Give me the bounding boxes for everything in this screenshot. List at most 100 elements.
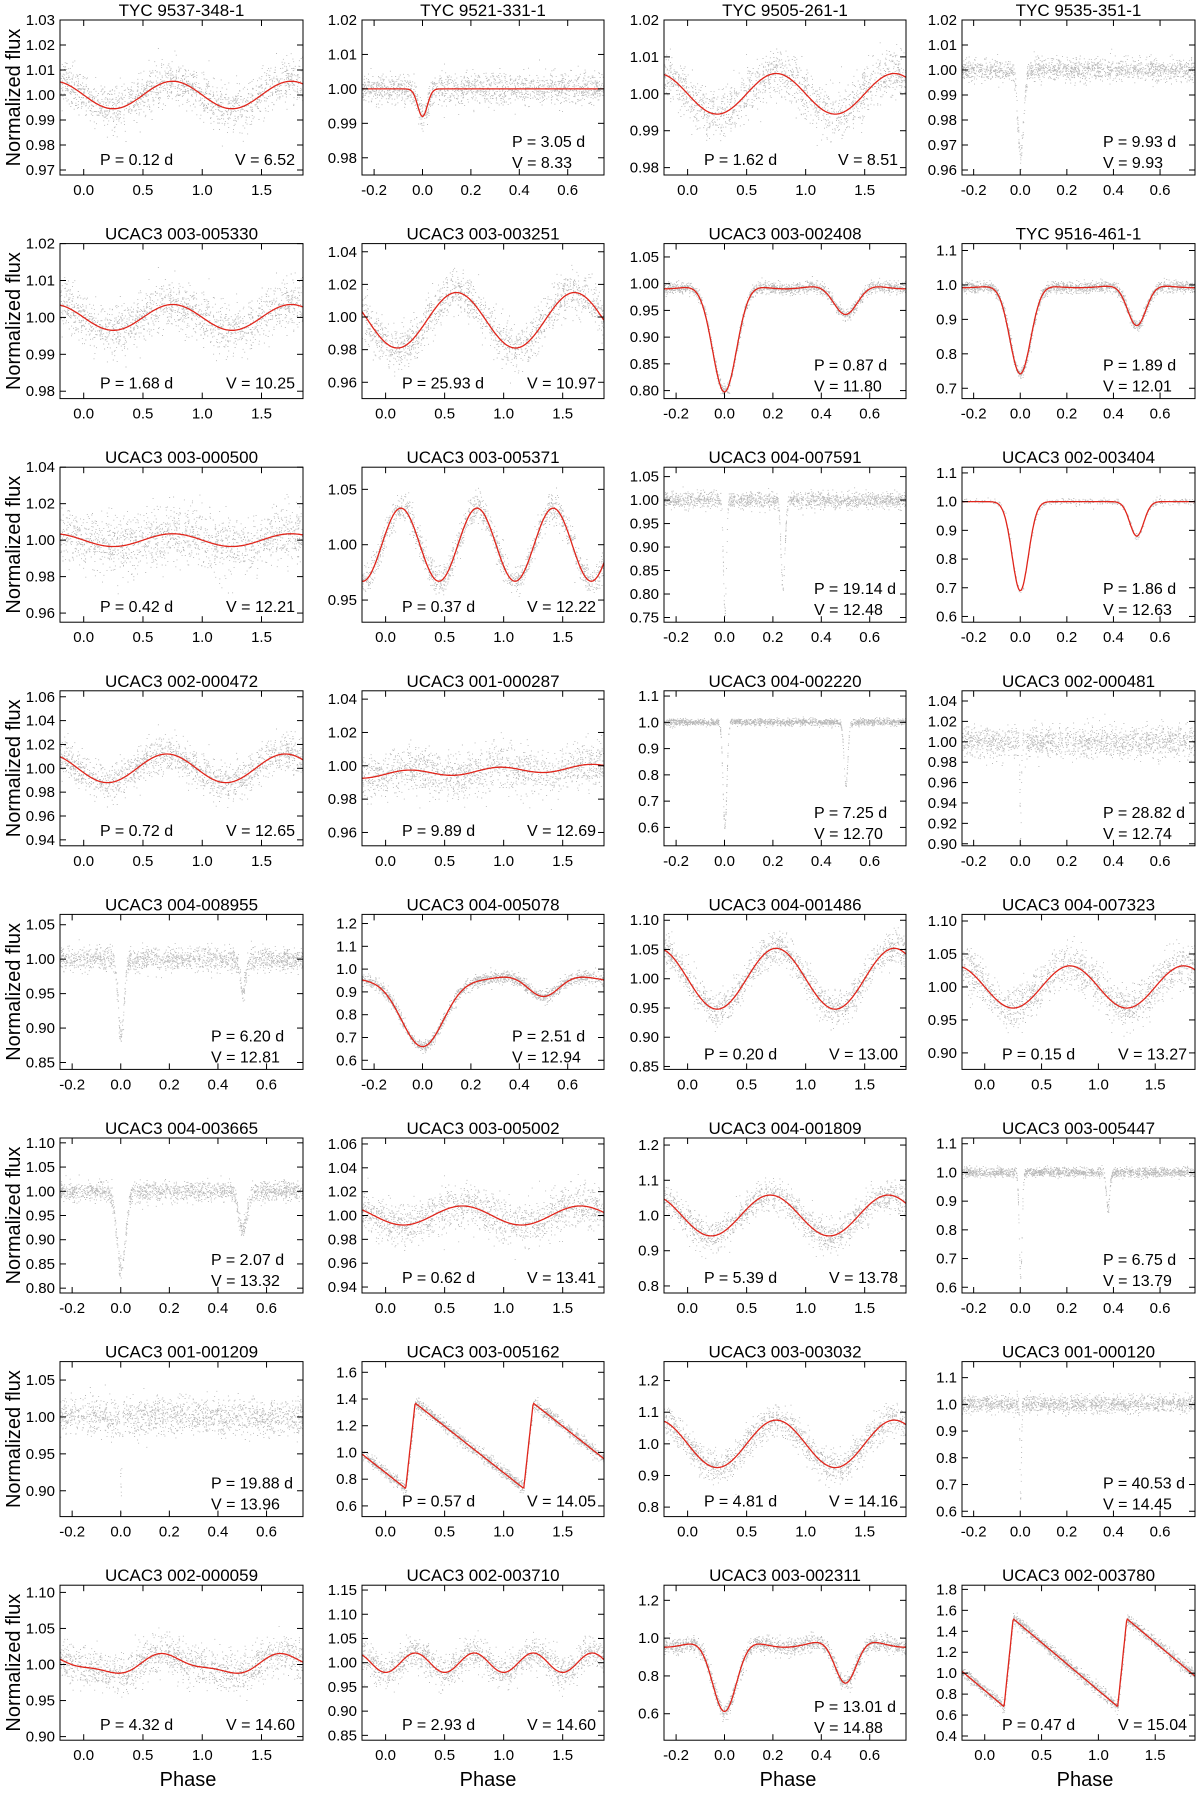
y-axis-title: Normalized flux bbox=[3, 1147, 25, 1285]
y-tick-label: 1.10 bbox=[26, 1135, 55, 1152]
magnitude-label: V = 12.21 bbox=[226, 599, 295, 616]
flux-points bbox=[60, 1384, 303, 1514]
x-tick-label: 0.5 bbox=[434, 1300, 455, 1317]
model-curve bbox=[362, 763, 604, 779]
magnitude-label: V = 12.01 bbox=[1103, 379, 1172, 396]
x-tick-label: 1.0 bbox=[192, 1747, 213, 1764]
plot-frame bbox=[59, 466, 304, 623]
flux-points bbox=[60, 939, 303, 1042]
x-tick-label: 0.0 bbox=[677, 1300, 698, 1317]
plot-frame bbox=[663, 690, 907, 847]
x-tick-label: 0.5 bbox=[434, 629, 455, 646]
x-tick-label: 0.6 bbox=[256, 1076, 277, 1093]
period-label: P = 0.57 d bbox=[402, 1494, 475, 1511]
y-tick-label: 0.6 bbox=[936, 608, 957, 625]
panel-title: UCAC3 002-000481 bbox=[1002, 672, 1155, 691]
y-tick-label: 0.8 bbox=[336, 1007, 357, 1024]
magnitude-label: V = 13.00 bbox=[829, 1046, 898, 1063]
x-tick-label: 0.2 bbox=[1056, 1524, 1077, 1541]
x-tick-label: 1.0 bbox=[1088, 1747, 1109, 1764]
x-tick-label: 0.0 bbox=[974, 1076, 995, 1093]
x-tick-label: -0.2 bbox=[361, 1076, 387, 1093]
magnitude-label: V = 14.16 bbox=[829, 1494, 898, 1511]
model-curve bbox=[60, 303, 303, 331]
panel-title: UCAC3 003-005162 bbox=[406, 1343, 559, 1362]
y-tick-label: 0.92 bbox=[928, 815, 957, 832]
y-tick-label: 0.96 bbox=[26, 605, 55, 622]
y-axis-title: Normalized flux bbox=[3, 1594, 25, 1732]
light-curve-panel: -0.2 0.0 0.2 0.4 0.6 0.85 0.90 0.95 1.00 1.05 UCAC… bbox=[3, 895, 304, 1093]
period-label: P = 0.42 d bbox=[100, 599, 173, 616]
y-tick-label: 1.05 bbox=[26, 1372, 55, 1389]
light-curve-panel: -0.2 0.0 0.2 0.4 0.6 0.6 0.7 0.8 0.9 1.0 1.1 UCAC3 … bbox=[936, 1343, 1196, 1541]
panel-title: UCAC3 004-005078 bbox=[406, 895, 559, 914]
period-label: P = 1.89 d bbox=[1103, 358, 1176, 375]
x-tick-label: 0.0 bbox=[375, 1300, 396, 1317]
magnitude-label: V = 10.97 bbox=[527, 376, 596, 393]
x-axis-title-col-1: Phase bbox=[160, 1769, 217, 1791]
light-curve-panel: 0.0 0.5 1.0 1.5 0.90 0.95 1.00 1.05 1.10 UCAC3 00… bbox=[3, 1566, 304, 1764]
scatter-points bbox=[60, 724, 303, 808]
light-curve-panel: 0.0 0.5 1.0 1.5 0.94 0.96 0.98 1.00 1.02 1.04 1.06… bbox=[3, 672, 304, 870]
x-tick-label: 0.0 bbox=[375, 853, 396, 870]
y-tick-label: 1.4 bbox=[936, 1623, 957, 1640]
y-tick-label: 0.90 bbox=[26, 1232, 55, 1249]
model-curve bbox=[60, 80, 303, 110]
light-curve-panel: 0.0 0.5 1.0 1.5 0.98 0.99 1.00 1.01 1.02 UCAC3 00… bbox=[3, 225, 304, 423]
plot-frame bbox=[361, 243, 605, 400]
y-tick-label: 0.4 bbox=[936, 1728, 957, 1745]
y-tick-label: 0.94 bbox=[928, 795, 957, 812]
x-tick-label: 1.0 bbox=[493, 406, 514, 423]
panel-title: UCAC3 003-002408 bbox=[708, 225, 861, 244]
y-tick-label: 0.8 bbox=[638, 767, 659, 784]
y-tick-label: 1.00 bbox=[26, 1409, 55, 1426]
light-curve-panel: -0.2 0.0 0.2 0.4 0.6 0.6 0.8 1.0 1.2 UCAC3 003-00… bbox=[638, 1566, 907, 1764]
magnitude-label: V = 9.93 bbox=[1103, 155, 1163, 172]
model-curve bbox=[362, 1205, 604, 1226]
x-tick-label: 1.0 bbox=[192, 629, 213, 646]
light-curve-panel: -0.2 0.0 0.2 0.4 0.6 0.80 0.85 0.90 0.95 1.00 1.05… bbox=[3, 1119, 304, 1317]
y-tick-label: 1.0 bbox=[936, 1396, 957, 1413]
x-tick-label: 0.0 bbox=[1010, 853, 1031, 870]
x-tick-label: 0.5 bbox=[434, 1747, 455, 1764]
y-tick-label: 0.8 bbox=[638, 1278, 659, 1295]
x-tick-label: 0.4 bbox=[1103, 406, 1124, 423]
y-tick-label: 0.9 bbox=[936, 311, 957, 328]
light-curve-panel: -0.2 0.0 0.2 0.4 0.6 0.6 0.7 0.8 0.9 1.0 1.1 UCAC3 … bbox=[936, 448, 1196, 646]
x-tick-label: 0.0 bbox=[714, 853, 735, 870]
light-curve-panel: -0.2 0.0 0.2 0.4 0.6 0.7 0.8 0.9 1.0 1.1 TYC 9516-… bbox=[936, 225, 1196, 423]
y-tick-label: 1.02 bbox=[630, 12, 659, 29]
light-curve-panel: 0.0 0.5 1.0 1.5 0.98 0.99 1.00 1.01 1.02 TYC 9505… bbox=[630, 1, 907, 199]
x-tick-label: 1.5 bbox=[1145, 1747, 1166, 1764]
magnitude-label: V = 8.51 bbox=[838, 152, 898, 169]
x-tick-label: 1.0 bbox=[493, 1747, 514, 1764]
period-label: P = 0.15 d bbox=[1002, 1046, 1075, 1063]
y-tick-label: 0.9 bbox=[336, 984, 357, 1001]
y-tick-label: 1.0 bbox=[336, 1444, 357, 1461]
y-tick-label: 0.90 bbox=[630, 329, 659, 346]
x-tick-label: -0.2 bbox=[59, 1076, 85, 1093]
flux-points bbox=[362, 1174, 604, 1260]
x-tick-label: -0.2 bbox=[961, 182, 987, 199]
x-tick-label: 0.2 bbox=[1056, 182, 1077, 199]
period-label: P = 0.12 d bbox=[100, 152, 173, 169]
scatter-points bbox=[664, 716, 906, 829]
y-tick-label: 1.02 bbox=[26, 496, 55, 513]
panel-title: UCAC3 004-008955 bbox=[105, 895, 258, 914]
scatter-points bbox=[962, 495, 1195, 593]
y-tick-label: 0.95 bbox=[328, 592, 357, 609]
model-curve bbox=[664, 1419, 906, 1469]
x-tick-label: 0.0 bbox=[677, 1524, 698, 1541]
x-tick-label: -0.2 bbox=[961, 406, 987, 423]
y-tick-label: 0.96 bbox=[328, 824, 357, 841]
magnitude-label: V = 14.45 bbox=[1103, 1497, 1172, 1514]
magnitude-label: V = 12.81 bbox=[211, 1049, 280, 1066]
x-tick-label: -0.2 bbox=[59, 1300, 85, 1317]
scatter-points bbox=[362, 1397, 604, 1495]
y-tick-label: 0.85 bbox=[26, 1256, 55, 1273]
x-tick-label: 0.6 bbox=[256, 1300, 277, 1317]
x-axis-title-col-2: Phase bbox=[460, 1769, 517, 1791]
plot-frame bbox=[59, 913, 304, 1070]
x-tick-label: 1.5 bbox=[552, 1524, 573, 1541]
model-curve bbox=[60, 533, 303, 548]
